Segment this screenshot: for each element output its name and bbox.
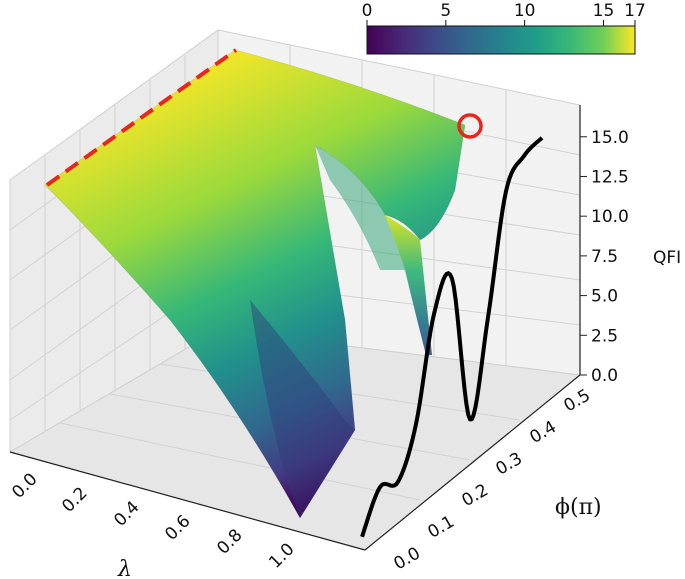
z-tick-label: 5.0 [591, 287, 618, 307]
x-tick-label: 0.4 [110, 497, 143, 530]
z-tick-label: 2.5 [591, 326, 618, 346]
x-tick-label: 0.2 [58, 483, 91, 516]
projection-curve [360, 136, 544, 538]
surface-inner-fold [315, 145, 405, 270]
z-tick-label: 12.5 [591, 167, 629, 187]
y-axis-label: ϕ(π) [555, 495, 602, 520]
max-qfi-dashed-line [45, 48, 238, 187]
z-tick-label: 0.0 [591, 366, 618, 386]
axis-lines [9, 105, 581, 551]
colorbar-tick-label: 15 [593, 1, 615, 21]
y-tick-label: 0.5 [561, 385, 594, 416]
colorbar-gradient [366, 25, 636, 55]
y-tick-label: 0.1 [425, 512, 458, 543]
surface-shade-strip [250, 300, 355, 518]
colorbar-tick-label: 17 [624, 1, 646, 21]
y-tick-label: 0.4 [527, 417, 560, 448]
z-tick-label: 15.0 [591, 128, 629, 148]
qfi-surface [44, 49, 466, 519]
y-tick-label: 0.0 [391, 543, 424, 574]
z-tick-label: 7.5 [591, 247, 618, 267]
z-axis-label: QFI [653, 248, 681, 268]
colorbar-ticks: 0 5 10 15 17 [362, 1, 646, 26]
x-tick-label: 1.0 [265, 539, 298, 572]
x-tick-label: 0.8 [213, 525, 246, 558]
y-tick-label: 0.2 [459, 480, 492, 511]
x-axis-label: λ [117, 557, 132, 579]
x-tick-label: 0.0 [8, 469, 41, 502]
colorbar-tick-label: 5 [440, 1, 451, 21]
colorbar: 0 5 10 15 17 [362, 1, 646, 55]
x-tick-label: 0.6 [161, 511, 194, 544]
max-qfi-marker [457, 113, 483, 139]
surface-ridge [385, 215, 432, 355]
y-tick-label: 0.3 [493, 449, 526, 480]
colorbar-tick-label: 0 [362, 1, 373, 21]
z-axis-ticks: 0.0 2.5 5.0 7.5 10.0 12.5 15.0 [580, 128, 629, 386]
z-tick-label: 10.0 [591, 207, 629, 227]
colorbar-tick-label: 10 [514, 1, 536, 21]
